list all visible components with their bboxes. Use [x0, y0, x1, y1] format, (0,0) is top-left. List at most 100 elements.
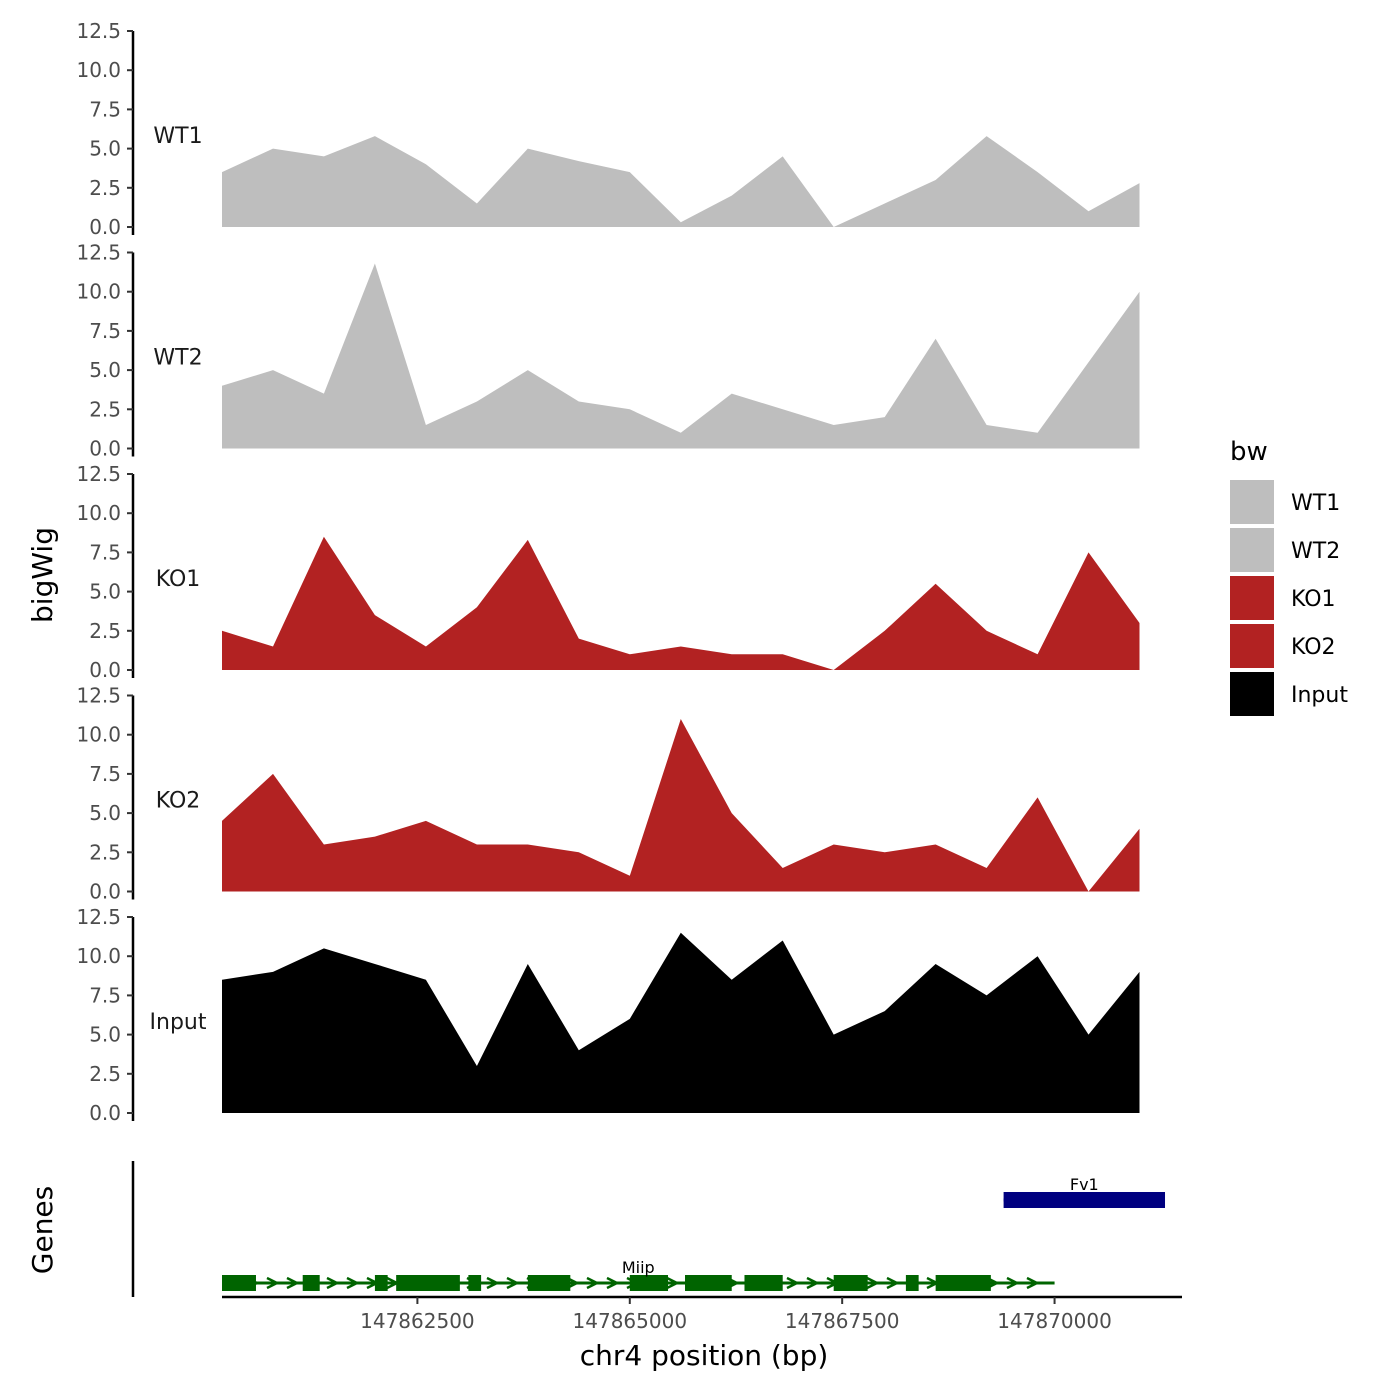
- coverage-area-wt1: [222, 136, 1140, 227]
- x-tick-label: 147862500: [360, 1309, 475, 1333]
- y-tick-label: 2.5: [89, 840, 121, 864]
- x-axis-title: chr4 position (bp): [580, 1339, 829, 1372]
- track-label: WT1: [153, 124, 202, 149]
- strand-arrow: [486, 1276, 500, 1290]
- legend-item-ko1: KO1: [1230, 576, 1336, 620]
- legend: bw WT1 WT2 KO1 KO2 Input: [1230, 437, 1348, 716]
- track-label: Input: [150, 1010, 207, 1035]
- legend-swatch: [1230, 480, 1274, 524]
- track-label: WT2: [153, 346, 202, 371]
- y-tick-label: 12.5: [76, 905, 121, 929]
- y-tick-label: 7.5: [89, 762, 121, 786]
- strand-arrow: [586, 1276, 600, 1290]
- panel-ko2: 0.0 2.5 5.0 7.5 10.0 12.5 KO2: [76, 684, 1140, 904]
- strand-arrow: [786, 1276, 800, 1290]
- legend-label: WT2: [1291, 539, 1340, 564]
- strand-arrow: [866, 1276, 880, 1290]
- strand-arrow: [886, 1276, 900, 1290]
- y-tick-label: 2.5: [89, 176, 121, 200]
- y-tick-label: 5.0: [89, 1023, 121, 1047]
- legend-item-input: Input: [1230, 672, 1348, 716]
- y-tick-label: 0.0: [89, 437, 121, 461]
- y-tick-label: 12.5: [76, 684, 121, 708]
- strand-arrow: [566, 1276, 580, 1290]
- track-label: KO2: [156, 789, 201, 814]
- exon: [744, 1275, 783, 1291]
- strand-arrow: [266, 1276, 280, 1290]
- legend-label: WT1: [1291, 491, 1340, 516]
- x-tick-label: 147865000: [573, 1309, 688, 1333]
- exon: [905, 1275, 919, 1291]
- exon: [833, 1275, 868, 1291]
- y-tick-label: 0.0: [89, 1101, 121, 1125]
- strand-arrow: [1006, 1276, 1020, 1290]
- gene-label: Miip: [622, 1258, 655, 1277]
- y-tick-label: 7.5: [89, 540, 121, 564]
- x-tick-label: 147867500: [785, 1309, 900, 1333]
- exon: [468, 1275, 482, 1291]
- y-tick-label: 10.0: [76, 501, 121, 525]
- coverage-area-ko1: [222, 536, 1140, 670]
- legend-label: KO1: [1291, 587, 1336, 612]
- exon: [685, 1275, 732, 1291]
- legend-label: Input: [1291, 683, 1348, 708]
- legend-item-ko2: KO2: [1230, 624, 1336, 668]
- strand-arrow: [346, 1276, 360, 1290]
- legend-item-wt2: WT2: [1230, 528, 1340, 572]
- gene-miip: Miip: [222, 1258, 1055, 1291]
- y-tick-label: 7.5: [89, 319, 121, 343]
- panel-wt2: 0.0 2.5 5.0 7.5 10.0 12.5 WT2: [76, 241, 1140, 461]
- exon: [1003, 1192, 1166, 1208]
- panel-input: 0.0 2.5 5.0 7.5 10.0 12.5 Input: [76, 905, 1140, 1125]
- y-tick-label: 10.0: [76, 944, 121, 968]
- legend-swatch: [1230, 672, 1274, 716]
- strand-arrow: [806, 1276, 820, 1290]
- strand-arrow: [606, 1276, 620, 1290]
- y-tick-label: 5.0: [89, 358, 121, 382]
- strand-arrow: [326, 1276, 340, 1290]
- y-tick-label: 10.0: [76, 280, 121, 304]
- y-tick-label: 5.0: [89, 137, 121, 161]
- exon: [374, 1275, 388, 1291]
- y-tick-label: 5.0: [89, 801, 121, 825]
- y-tick-label: 0.0: [89, 215, 121, 239]
- coverage-area-ko2: [222, 719, 1140, 892]
- legend-swatch: [1230, 528, 1274, 572]
- y-tick-label: 12.5: [76, 241, 121, 265]
- y-tick-label: 2.5: [89, 397, 121, 421]
- exon: [935, 1275, 991, 1291]
- strand-arrow: [666, 1276, 680, 1290]
- y-tick-label: 7.5: [89, 983, 121, 1007]
- track-label: KO1: [156, 567, 201, 592]
- legend-swatch: [1230, 576, 1274, 620]
- genes-axis-title: Genes: [26, 1186, 59, 1274]
- panel-ko1: 0.0 2.5 5.0 7.5 10.0 12.5 KO1: [76, 462, 1140, 682]
- coverage-area-wt2: [222, 263, 1140, 449]
- panel-wt1: 0.0 2.5 5.0 7.5 10.0 12.5 WT1: [76, 19, 1140, 239]
- coverage-area-input: [222, 932, 1140, 1113]
- y-tick-label: 2.5: [89, 1062, 121, 1086]
- legend-label: KO2: [1291, 635, 1336, 660]
- y-tick-label: 10.0: [76, 723, 121, 747]
- strand-arrow: [286, 1276, 300, 1290]
- strand-arrow: [506, 1276, 520, 1290]
- gene-label: Fv1: [1070, 1175, 1099, 1194]
- y-tick-label: 5.0: [89, 580, 121, 604]
- gene-fv1: Fv1: [1003, 1175, 1166, 1208]
- y-tick-label: 7.5: [89, 97, 121, 121]
- exon: [629, 1275, 669, 1291]
- genes-track: Miip Fv1: [131, 1161, 1166, 1297]
- y-axis-title: bigWig: [26, 527, 59, 623]
- x-tick-label: 147870000: [997, 1309, 1112, 1333]
- y-tick-label: 12.5: [76, 19, 121, 43]
- exon: [396, 1275, 460, 1291]
- exon: [302, 1275, 320, 1291]
- y-tick-label: 10.0: [76, 58, 121, 82]
- y-tick-label: 0.0: [89, 880, 121, 904]
- y-tick-label: 0.0: [89, 658, 121, 682]
- y-tick-label: 12.5: [76, 462, 121, 486]
- strand-arrow: [1026, 1276, 1040, 1290]
- y-tick-label: 2.5: [89, 619, 121, 643]
- legend-title: bw: [1230, 437, 1268, 467]
